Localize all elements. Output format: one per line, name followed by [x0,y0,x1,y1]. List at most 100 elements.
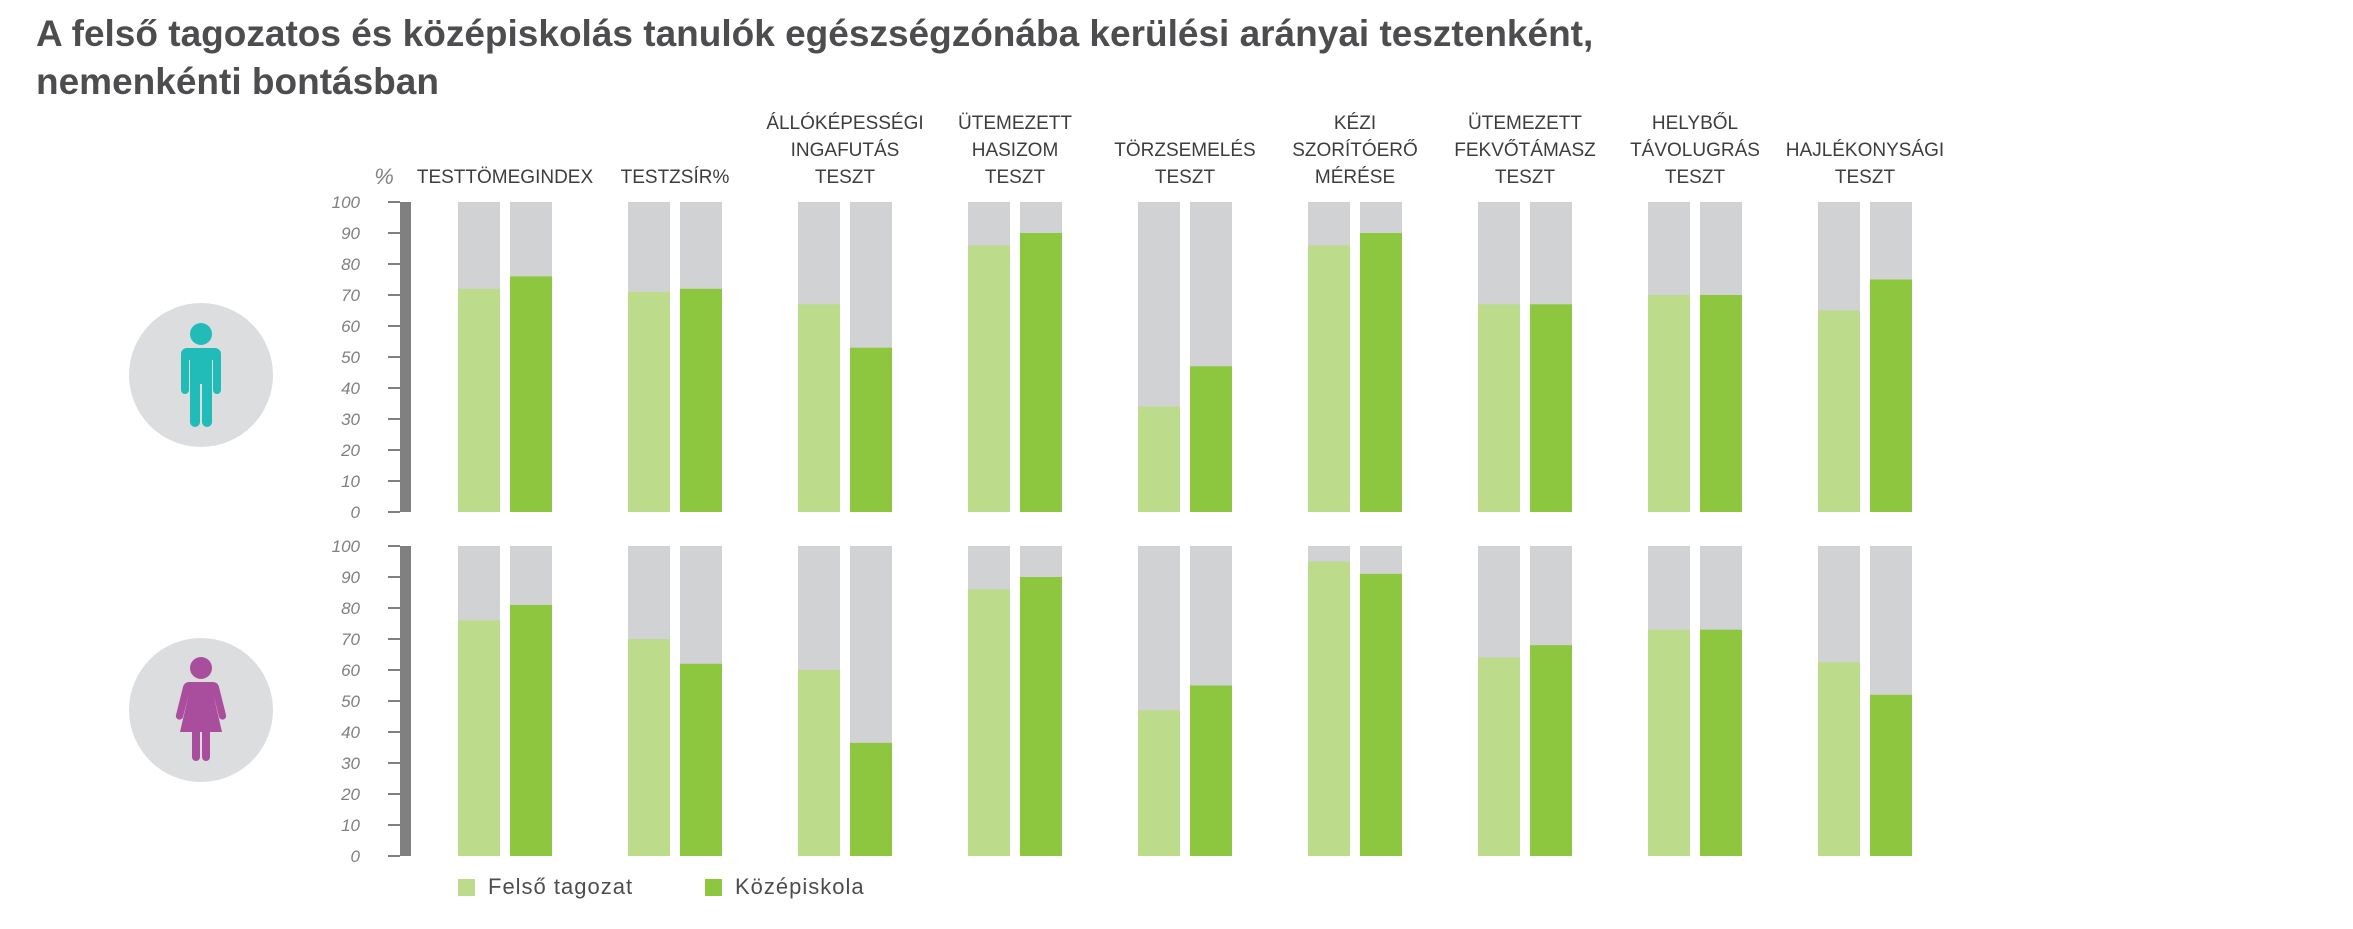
bar-female-felso-tagozat [1478,657,1520,856]
chart-title-line-2: nemenkénti bontásban [36,61,439,102]
bar-female-kozepiskola [680,663,722,856]
bar-male-felso-tagozat [1818,310,1860,512]
bar-female-kozepiskola [850,742,892,856]
bar-male-kozepiskola [1190,366,1232,512]
category-label: KÉZI SZORÍTÓERŐ MÉRÉSE [1292,113,1418,188]
legend-label-kozep: Középiskola [735,874,865,899]
bar-male-kozepiskola [1360,233,1402,512]
category-label-line: ÁLLÓKÉPESSÉGI [766,112,923,134]
y-tick-label: 0 [351,503,361,522]
y-tick-label: 60 [341,661,360,680]
legend-swatch-kozep [705,878,722,896]
category-label: HELYBŐL TÁVOLUGRÁS TESZT [1630,112,1760,188]
y-tick-label: 10 [341,816,360,835]
category-label-line: TESZT [1835,167,1896,188]
male-person-icon [129,303,273,447]
legend-label-felso: Felső tagozat [488,874,634,899]
y-tick-label: 30 [341,410,360,429]
category-label: TÖRZSEMELÉS TESZT [1114,140,1255,188]
bar-female-kozepiskola [1530,645,1572,856]
y-tick-label: 80 [341,255,360,274]
bar-male-felso-tagozat [1308,245,1350,512]
bar-female-kozepiskola [1360,573,1402,856]
y-tick-label: 40 [341,723,360,742]
category-label: ÜTEMEZETT FEKVŐTÁMASZ TESZT [1454,113,1596,188]
category-label-line: TESTTÖMEGINDEX [417,167,594,188]
y-tick-label: 30 [341,754,360,773]
chart-title-line-1: A felső tagozatos és középiskolás tanuló… [36,13,1594,54]
bar-male-kozepiskola [1700,295,1742,512]
y-tick-label: 100 [332,537,361,556]
y-tick-label: 100 [332,193,361,212]
y-tick-label: 50 [341,692,360,711]
category-label-line: TESZT [1155,167,1216,188]
category-label-line: HELYBŐL [1652,112,1738,134]
y-axis-bar [400,202,411,512]
category-label-line: ÜTEMEZETT [958,113,1072,134]
y-axis-bar [400,546,411,856]
bar-female-kozepiskola [1020,577,1062,856]
bar-male-felso-tagozat [1648,295,1690,512]
category-label-line: HAJLÉKONYSÁGI [1786,140,1944,161]
y-tick-label: 20 [340,441,360,460]
bar-female-felso-tagozat [1648,629,1690,856]
y-tick-label: 90 [341,568,360,587]
legend-item-kozepiskola: Középiskola [705,874,865,900]
category-label-line: INGAFUTÁS [791,140,900,161]
category-label: TESTTÖMEGINDEX [417,167,594,188]
category-label-line: MÉRÉSE [1315,167,1395,188]
bar-female-felso-tagozat [1308,561,1350,856]
category-label-line: ÜTEMEZETT [1468,113,1582,134]
category-label-line: SZORÍTÓERŐ [1292,139,1418,161]
category-label: ÜTEMEZETT HASIZOM TESZT [958,113,1072,188]
bar-female-felso-tagozat [628,639,670,856]
bar-male-kozepiskola [850,347,892,512]
bar-female-kozepiskola [1190,685,1232,856]
category-label-line: TESZT [1495,167,1556,188]
chart-title: A felső tagozatos és középiskolás tanuló… [36,10,1593,106]
y-tick-label: 80 [341,599,360,618]
y-tick-label: 40 [341,379,360,398]
y-tick-label: 10 [341,472,360,491]
bar-male-felso-tagozat [458,288,500,512]
y-tick-label: 60 [341,317,360,336]
bar-female-felso-tagozat [1138,710,1180,856]
bar-male-kozepiskola [680,288,722,512]
y-axis-unit-label: % [374,164,394,189]
female-person-icon [129,638,273,782]
bar-male-felso-tagozat [968,245,1010,512]
y-tick-label: 70 [341,286,360,305]
bar-female-felso-tagozat [968,589,1010,856]
category-label-line: KÉZI [1334,113,1376,134]
legend-swatch-felso [458,878,475,896]
category-label-line: TÖRZSEMELÉS [1114,140,1255,161]
category-label-line: TESTZSÍR% [621,167,730,188]
bar-male-kozepiskola [1020,233,1062,512]
bar-male-kozepiskola [1870,279,1912,512]
bar-male-felso-tagozat [798,304,840,512]
category-label-line: TESZT [985,167,1046,188]
y-tick-label: 50 [341,348,360,367]
bar-female-felso-tagozat [458,620,500,856]
bar-female-kozepiskola [510,604,552,856]
bar-male-felso-tagozat [1138,406,1180,512]
bar-female-kozepiskola [1870,694,1912,856]
y-tick-label: 0 [351,847,361,866]
y-tick-label: 90 [341,224,360,243]
category-label-line: TÁVOLUGRÁS [1630,140,1760,161]
category-label-line: TESZT [1665,167,1726,188]
y-tick-label: 70 [341,630,360,649]
bar-male-felso-tagozat [1478,304,1520,512]
category-label-line: FEKVŐTÁMASZ [1454,139,1596,161]
category-label-line: TESZT [815,167,876,188]
bar-female-felso-tagozat [798,670,840,856]
y-tick-label: 20 [340,785,360,804]
category-label: ÁLLÓKÉPESSÉGI INGAFUTÁS TESZT [766,112,923,188]
category-label-line: HASIZOM [972,140,1059,161]
bar-female-felso-tagozat [1818,662,1860,856]
bar-male-kozepiskola [510,276,552,512]
bar-male-kozepiskola [1530,304,1572,512]
